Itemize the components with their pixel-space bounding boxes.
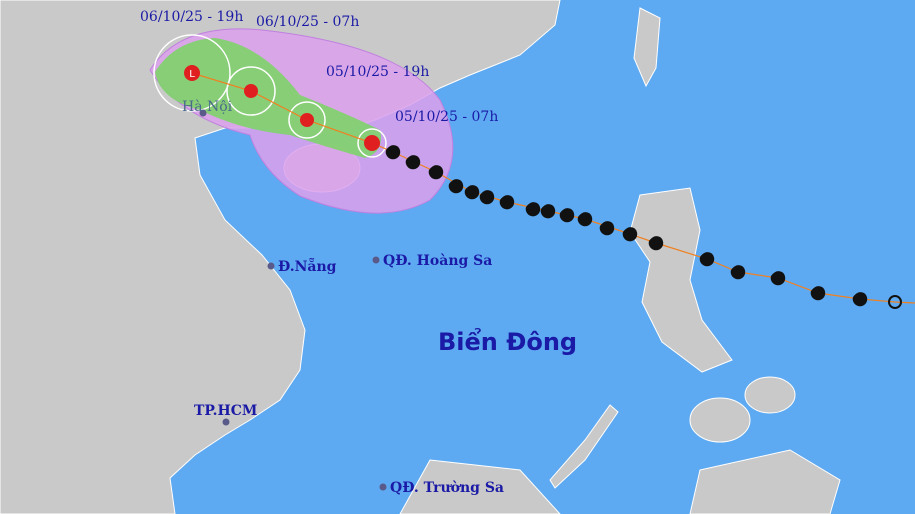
storm-icon — [599, 221, 615, 236]
svg-text:L: L — [189, 69, 195, 80]
place-label: Đ.Nẵng — [278, 256, 337, 275]
wind-zone — [155, 38, 381, 158]
storm-icon — [810, 286, 826, 301]
time-label: 05/10/25 - 07h — [395, 109, 498, 125]
place-label: Hà Nội — [182, 98, 233, 115]
palawan — [549, 404, 619, 489]
past-positions — [385, 145, 868, 307]
taiwan — [633, 7, 661, 88]
forecast-positions: L — [184, 65, 380, 151]
place-label: QĐ. Hoàng Sa — [383, 253, 492, 269]
storm-icon — [852, 292, 868, 307]
luzon — [629, 187, 733, 373]
storm-icon — [540, 204, 556, 219]
storm-icon — [730, 265, 746, 280]
place-label: TP.HCM — [194, 403, 257, 419]
storm-icon — [499, 195, 515, 210]
storm-icon — [622, 227, 638, 242]
place-label: QĐ. Trường Sa — [390, 480, 504, 496]
mindanao — [689, 449, 841, 514]
storm-icon — [525, 202, 541, 217]
storm-icon — [385, 145, 401, 160]
borneo — [399, 459, 561, 514]
time-label: 05/10/25 - 19h — [326, 64, 429, 80]
samar — [744, 376, 796, 414]
storm-icon — [464, 185, 480, 200]
visayas — [689, 397, 751, 443]
storm-icon — [577, 212, 593, 227]
radius-circles — [153, 34, 387, 158]
place-dots — [199, 109, 387, 491]
sea-label: Biển Đông — [438, 326, 577, 356]
storm-icon — [770, 271, 786, 286]
storm-icon — [448, 179, 464, 194]
mainland — [0, 0, 561, 514]
storm-icon — [428, 165, 444, 180]
storm-icon — [648, 236, 664, 251]
time-label: 06/10/25 - 19h — [140, 9, 243, 25]
storm-icon — [405, 155, 421, 170]
origin-marker — [888, 295, 902, 309]
storm-icon — [479, 190, 495, 205]
storm-icon — [699, 252, 715, 267]
time-label: 06/10/25 - 07h — [256, 14, 359, 30]
storm-icon — [559, 208, 575, 223]
